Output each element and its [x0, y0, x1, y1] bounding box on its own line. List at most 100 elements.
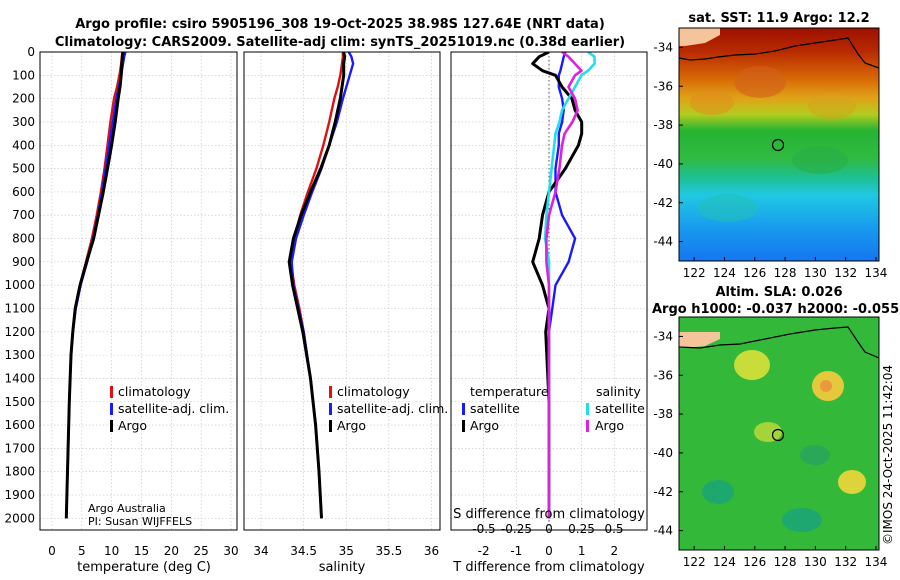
map-lon-label: 126	[743, 266, 766, 280]
sla-map-ticks: 122 124 126 128 130 132 134 -34 -36 -38 -40 -42 -44	[653, 329, 887, 569]
x-tick-label: 20	[164, 544, 179, 558]
x-tick-label: 35.5	[376, 544, 403, 558]
map-lat-label: -34	[653, 329, 673, 343]
x-tick-label: 34.5	[290, 544, 317, 558]
map-lon-label: 130	[804, 266, 827, 280]
legend-label-s-satellite: satellite	[595, 401, 645, 416]
s-difference-tick-labels: -0.5 -0.25 0 0.25 0.5	[472, 522, 623, 536]
depth-tick-label: 2000	[4, 511, 35, 525]
land-patch	[679, 332, 720, 348]
sla-high-patch	[838, 470, 866, 494]
sst-map-ticks: 122 124 126 128 130 132 134 -34 -36 -38 -40 -42 -44	[653, 40, 887, 280]
map-lon-label: 128	[774, 555, 797, 569]
legend-label-climatology: climatology	[118, 384, 191, 399]
title-line-2: Climatology: CARS2009. Satellite-adj cli…	[55, 35, 625, 50]
legend-label-s-argo: Argo	[595, 418, 624, 433]
depth-tick-label: 700	[12, 208, 35, 222]
x-tick-label: 5	[78, 544, 86, 558]
x-tick-label: 34	[253, 544, 268, 558]
sst-map-image	[679, 28, 879, 261]
sst-contour-line	[679, 37, 879, 69]
argo-position-marker	[771, 428, 785, 442]
legend-swatch-argo	[329, 420, 332, 432]
map-lat-label: -40	[653, 446, 673, 460]
map-lon-label: 128	[774, 266, 797, 280]
argo-profile-line	[64, 52, 125, 519]
difference-series	[531, 52, 596, 519]
x-tick-label: 2	[611, 544, 619, 558]
sla-map-image	[679, 317, 879, 550]
temperature-x-label: temperature (deg C)	[77, 560, 211, 575]
legend-swatch-s-satellite	[586, 403, 589, 415]
salinity-series	[287, 52, 355, 519]
credit-line-1: Argo Australia	[88, 502, 166, 515]
sst-map-title: sat. SST: 11.9 Argo: 12.2	[688, 11, 869, 26]
x-tick-label: 36	[424, 544, 439, 558]
map-lon-label: 122	[683, 555, 706, 569]
sst-map-frame	[678, 27, 880, 262]
x-tick-label: -2	[478, 544, 490, 558]
t-difference-x-label: T difference from climatology	[452, 560, 645, 575]
imos-credit: ©IMOS 24-Oct-2025 11:42:04	[881, 365, 895, 545]
legend-swatch-argo	[110, 420, 113, 432]
sla-low-patch	[782, 508, 822, 532]
map-lon-label: 126	[743, 555, 766, 569]
map-lat-label: -42	[653, 485, 673, 499]
temperature-tick-labels: 0 5 10 15 20 25 30	[48, 544, 239, 558]
x-tick-label: 35	[339, 544, 354, 558]
depth-tick-label: 1300	[4, 348, 35, 362]
sst-warm-patch	[690, 91, 734, 115]
salinity-grid	[244, 51, 440, 530]
legend-swatch-climatology	[110, 386, 113, 398]
legend-swatch-t-satellite	[462, 403, 465, 415]
salinity-panel: 34 34.5 35 35.5 36 salinity climatology sate…	[243, 51, 448, 575]
depth-tick-label: 1600	[4, 418, 35, 432]
depth-tick-label: 1100	[4, 301, 35, 315]
depth-tick-label: 500	[12, 162, 35, 176]
legend-label-satellite: satellite-adj. clim.	[337, 401, 448, 416]
map-lat-label: -38	[653, 118, 673, 132]
temperature-legend: climatology satellite-adj. clim. Argo	[110, 384, 229, 433]
t-satellite-difference-line	[547, 52, 577, 519]
map-lat-label: -36	[653, 368, 673, 382]
x-tick-label: 25	[194, 544, 209, 558]
depth-tick-label: 100	[12, 68, 35, 82]
map-lat-label: -40	[653, 157, 673, 171]
sla-map-title-line-1: Altim. SLA: 0.026	[716, 285, 843, 300]
sst-cool-patch	[698, 194, 758, 222]
legend-label-t-argo: Argo	[470, 418, 499, 433]
map-lat-label: -36	[653, 79, 673, 93]
argo-position-marker	[771, 138, 785, 152]
map-lon-label: 122	[683, 266, 706, 280]
temperature-panel: 0100200300400500600700800900100011001200…	[4, 45, 238, 575]
s-difference-label: S difference from climatology	[453, 507, 645, 522]
legend-label-t-satellite: satellite	[470, 401, 520, 416]
legend-header-temperature: temperature	[470, 384, 549, 399]
map-lon-label: 124	[713, 555, 736, 569]
sst-warm-patch	[808, 93, 856, 119]
sla-contour-line	[679, 326, 879, 359]
sst-mid-patch	[792, 146, 848, 174]
sla-low-patch	[702, 480, 734, 504]
sla-high-patch	[820, 380, 832, 392]
legend-swatch-satellite	[329, 403, 332, 415]
legend-swatch-climatology	[329, 386, 332, 398]
argo-profile-line	[287, 52, 347, 519]
map-lon-label: 132	[834, 266, 857, 280]
top-tick-label: -0.25	[501, 522, 532, 536]
map-lat-label: -42	[653, 196, 673, 210]
x-tick-label: 15	[134, 544, 149, 558]
temperature-series	[64, 52, 127, 519]
difference-panel: -2 -1 0 1 2 T difference from climatology S …	[450, 51, 648, 575]
temperature-axes-box	[39, 51, 238, 531]
sla-map-frame	[678, 316, 880, 551]
sla-high-patch	[734, 350, 770, 380]
top-tick-label: 0	[545, 522, 553, 536]
x-tick-label: 1	[578, 544, 586, 558]
salinity-x-label: salinity	[319, 560, 366, 575]
x-tick-label: 0	[48, 544, 56, 558]
legend-label-argo: Argo	[118, 418, 147, 433]
map-lat-label: -34	[653, 40, 673, 54]
depth-tick-label: 1900	[4, 488, 35, 502]
temperature-grid	[40, 51, 237, 530]
